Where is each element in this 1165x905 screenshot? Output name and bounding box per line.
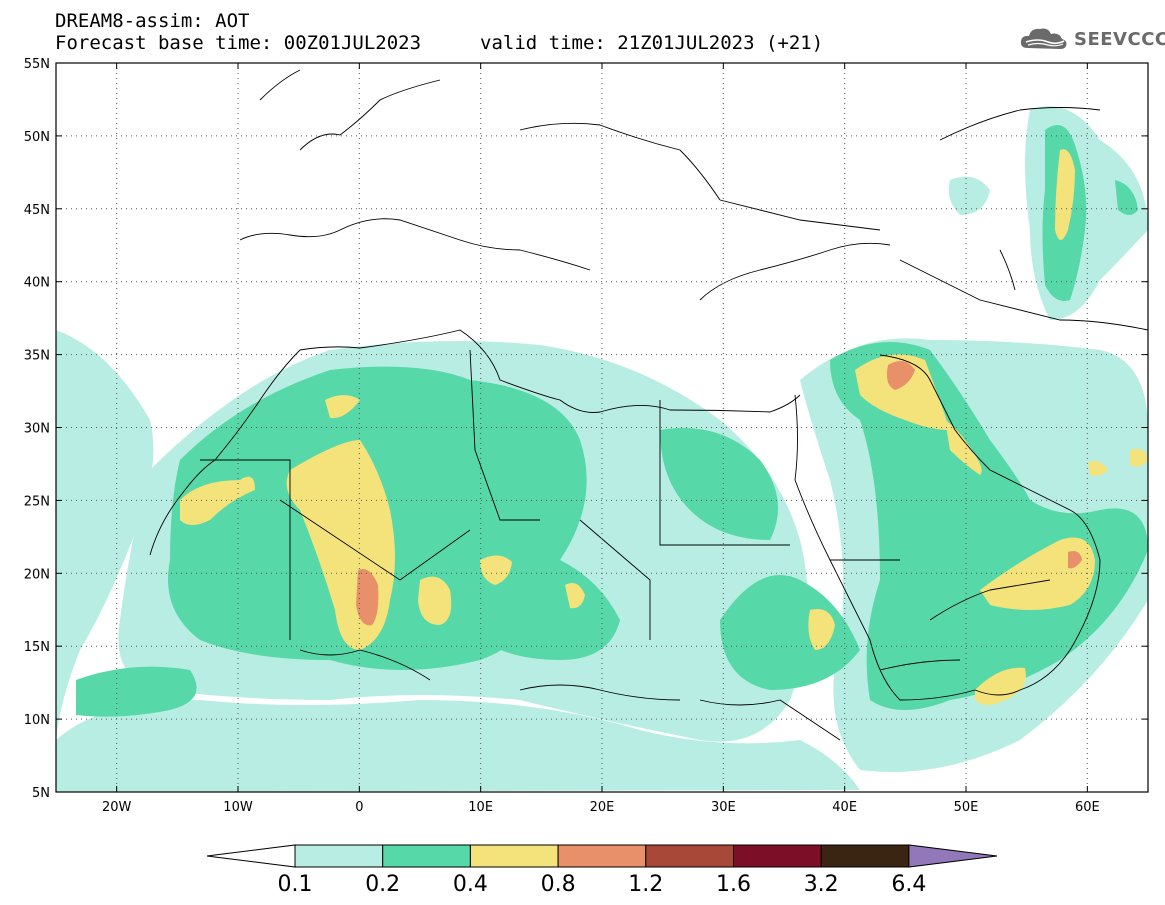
lat-tick-label: 45N (24, 203, 50, 218)
lat-tick-label: 15N (24, 640, 50, 655)
lat-tick-label: 30N (24, 422, 50, 437)
cloud-logo-icon (1020, 28, 1067, 49)
colorbar-over-triangle (908, 844, 998, 868)
chart-title: DREAM8-assim: AOT (55, 10, 250, 32)
lon-tick-label: 50E (954, 800, 979, 815)
lat-tick-label: 5N (32, 786, 50, 801)
lon-tick-label: 60E (1075, 800, 1100, 815)
colorbar-segment (382, 844, 471, 868)
axis-ticks: 20W 10W 0 10E 20E 30E 40E 50E 60E 55N 50N 45N 40N 35N… (24, 57, 1148, 815)
colorbar-label: 1.2 (628, 872, 663, 897)
colorbar-label: 0.2 (365, 872, 400, 897)
lat-tick-label: 25N (24, 494, 50, 509)
colorbar-label: 1.6 (716, 872, 751, 897)
lon-tick-label: 40E (832, 800, 857, 815)
colorbar-segment (469, 844, 559, 868)
lon-tick-label: 10E (468, 800, 493, 815)
colorbar-segment (294, 844, 384, 868)
lat-tick-label: 40N (24, 276, 50, 291)
colorbar-under-triangle (206, 844, 296, 868)
lat-tick-label: 35N (24, 349, 50, 364)
colorbar-label: 3.2 (804, 872, 839, 897)
colorbar-label: 6.4 (891, 872, 926, 897)
grid-lines (56, 63, 1148, 792)
logo-text: SEEVCCC (1074, 28, 1165, 50)
colorbar-label: 0.4 (453, 872, 488, 897)
lat-tick-label: 20N (24, 567, 50, 582)
colorbar-segment (820, 844, 910, 868)
colorbar-label: 0.8 (541, 872, 576, 897)
coastlines (56, 69, 1148, 792)
lat-tick-label: 50N (24, 130, 50, 145)
colorbar-segment (557, 844, 647, 868)
lon-tick-label: 30E (711, 800, 736, 815)
colorbar: 0.1 0.2 0.4 0.8 1.2 1.6 3.2 6.4 (206, 844, 998, 897)
colorbar-segment (645, 844, 734, 868)
lon-tick-label: 0 (355, 800, 363, 815)
aot-band-0.8 (356, 361, 1082, 626)
seevccc-logo: SEEVCCC (1018, 24, 1165, 54)
lon-tick-label: 20W (102, 800, 132, 815)
lat-tick-label: 55N (24, 57, 50, 72)
lon-tick-label: 10W (223, 800, 253, 815)
colorbar-label: 0.1 (278, 872, 313, 897)
valid-time: valid time: 21Z01JUL2023 (+21) (480, 32, 824, 54)
forecast-base-time: Forecast base time: 00Z01JUL2023 (55, 32, 422, 54)
colorbar-segment (733, 844, 822, 868)
lat-tick-label: 10N (24, 713, 50, 728)
aot-field (56, 106, 1148, 792)
lon-tick-label: 20E (590, 800, 615, 815)
